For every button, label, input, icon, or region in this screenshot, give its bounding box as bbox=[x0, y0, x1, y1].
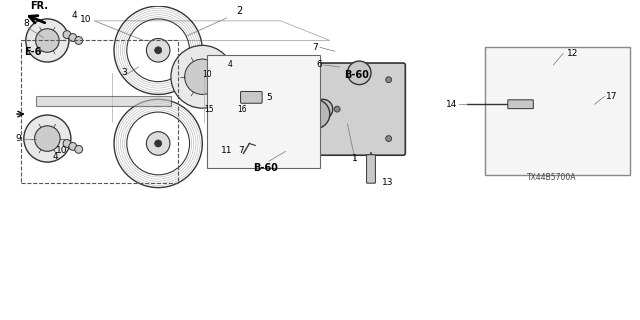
Text: 8: 8 bbox=[23, 19, 29, 28]
FancyBboxPatch shape bbox=[508, 100, 533, 109]
Text: 10: 10 bbox=[202, 70, 212, 79]
Circle shape bbox=[386, 136, 392, 141]
Circle shape bbox=[313, 99, 333, 119]
Text: 4: 4 bbox=[227, 60, 232, 69]
Text: 10: 10 bbox=[80, 15, 92, 24]
Text: 4: 4 bbox=[72, 11, 77, 20]
Text: 5: 5 bbox=[266, 93, 272, 102]
Text: 14: 14 bbox=[446, 100, 458, 109]
Circle shape bbox=[226, 108, 237, 120]
Text: E-6: E-6 bbox=[24, 47, 41, 57]
Circle shape bbox=[63, 140, 71, 148]
Text: 3: 3 bbox=[121, 68, 127, 77]
Circle shape bbox=[155, 47, 162, 54]
Text: 15: 15 bbox=[204, 105, 214, 114]
Circle shape bbox=[26, 19, 69, 62]
Text: 9: 9 bbox=[15, 134, 20, 143]
Circle shape bbox=[300, 99, 330, 129]
Polygon shape bbox=[523, 57, 557, 116]
Circle shape bbox=[250, 122, 277, 149]
Circle shape bbox=[35, 126, 60, 151]
Circle shape bbox=[558, 129, 568, 139]
Text: B-60: B-60 bbox=[253, 163, 278, 173]
Text: TX44B5700A: TX44B5700A bbox=[527, 173, 576, 182]
Circle shape bbox=[236, 108, 291, 163]
Circle shape bbox=[541, 92, 550, 101]
Text: FR.: FR. bbox=[29, 1, 48, 11]
Circle shape bbox=[69, 34, 77, 42]
Polygon shape bbox=[541, 94, 575, 153]
Bar bbox=[207, 55, 320, 168]
Text: 1: 1 bbox=[353, 154, 358, 163]
Circle shape bbox=[155, 140, 162, 147]
Polygon shape bbox=[36, 96, 171, 106]
Circle shape bbox=[386, 77, 392, 83]
Circle shape bbox=[222, 92, 230, 100]
Circle shape bbox=[75, 145, 83, 153]
Text: 17: 17 bbox=[606, 92, 618, 101]
Text: 12: 12 bbox=[567, 49, 579, 58]
Text: 6: 6 bbox=[316, 60, 322, 69]
Circle shape bbox=[63, 31, 71, 38]
Circle shape bbox=[528, 101, 538, 111]
Circle shape bbox=[545, 139, 556, 148]
Circle shape bbox=[214, 108, 226, 120]
Text: 7: 7 bbox=[312, 43, 318, 52]
Circle shape bbox=[533, 62, 543, 72]
Circle shape bbox=[225, 73, 235, 83]
Bar bbox=[21, 40, 178, 183]
Circle shape bbox=[215, 73, 225, 83]
Circle shape bbox=[334, 106, 340, 112]
Text: 4: 4 bbox=[52, 152, 58, 161]
Text: 7: 7 bbox=[239, 146, 244, 155]
Circle shape bbox=[147, 132, 170, 155]
Circle shape bbox=[69, 142, 77, 150]
Circle shape bbox=[171, 45, 234, 108]
Text: 2: 2 bbox=[236, 6, 243, 16]
FancyBboxPatch shape bbox=[241, 92, 262, 103]
Text: 10: 10 bbox=[56, 146, 68, 155]
Circle shape bbox=[36, 29, 59, 52]
FancyBboxPatch shape bbox=[313, 63, 405, 155]
FancyBboxPatch shape bbox=[367, 155, 376, 183]
Text: 11: 11 bbox=[221, 146, 232, 155]
Circle shape bbox=[75, 36, 83, 44]
Circle shape bbox=[185, 59, 220, 94]
Circle shape bbox=[213, 92, 221, 100]
Circle shape bbox=[550, 99, 560, 109]
Circle shape bbox=[348, 61, 371, 84]
Circle shape bbox=[231, 92, 239, 100]
Circle shape bbox=[24, 115, 71, 162]
Text: 16: 16 bbox=[237, 105, 247, 114]
Text: B-60: B-60 bbox=[344, 70, 369, 80]
Bar bbox=[484, 47, 630, 175]
Circle shape bbox=[147, 38, 170, 62]
Text: 13: 13 bbox=[382, 178, 394, 187]
